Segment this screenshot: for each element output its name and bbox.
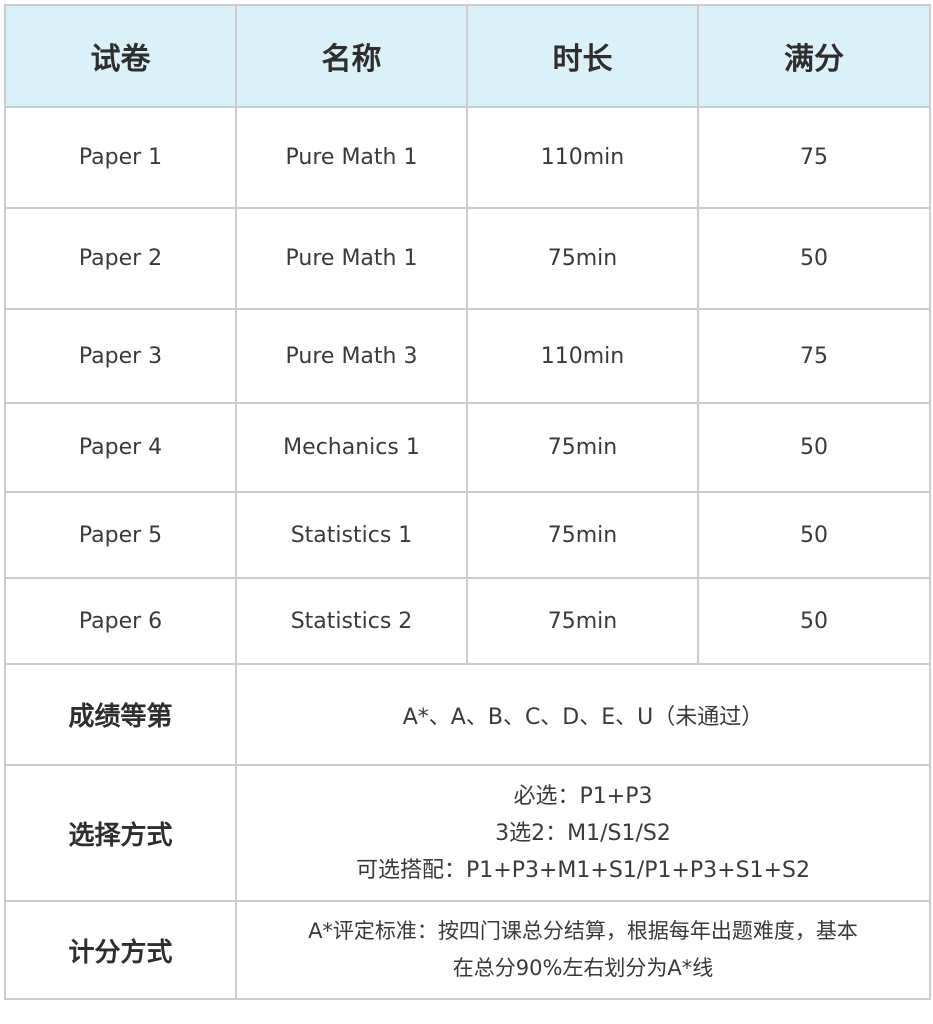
header-name: 名称 (235, 4, 468, 108)
cell-duration: 75min (466, 207, 699, 310)
selection-value: 必选：P1+P3 3选2：M1/S1/S2 可选搭配：P1+P3+M1+S1/P… (235, 764, 931, 902)
table-row: Paper 5 Statistics 1 75min 50 (4, 491, 931, 579)
scoring-line: A*评定标准：按四门课总分结算，根据每年出题难度，基本 (308, 919, 858, 943)
cell-score: 50 (697, 402, 931, 493)
header-row: 试卷 名称 时长 满分 (4, 4, 931, 108)
selection-line: 可选搭配：P1+P3+M1+S1/P1+P3+S1+S2 (356, 857, 810, 883)
selection-line: 必选：P1+P3 (513, 783, 653, 809)
cell-name: Mechanics 1 (235, 402, 468, 493)
cell-paper: Paper 4 (4, 402, 237, 493)
cell-name: Pure Math 1 (235, 207, 468, 310)
cell-duration: 110min (466, 106, 699, 209)
header-full-score: 满分 (697, 4, 931, 108)
cell-paper: Paper 2 (4, 207, 237, 310)
table-row: Paper 3 Pure Math 3 110min 75 (4, 308, 931, 404)
cell-name: Pure Math 3 (235, 308, 468, 404)
cell-score: 50 (697, 491, 931, 579)
table-row: Paper 2 Pure Math 1 75min 50 (4, 207, 931, 310)
cell-score: 75 (697, 106, 931, 209)
scoring-line: 在总分90%左右划分为A*线 (452, 956, 714, 980)
cell-paper: Paper 1 (4, 106, 237, 209)
scoring-row: 计分方式 A*评定标准：按四门课总分结算，根据每年出题难度，基本 在总分90%左… (4, 900, 931, 1000)
cell-duration: 110min (466, 308, 699, 404)
table-row: Paper 1 Pure Math 1 110min 75 (4, 106, 931, 209)
cell-name: Statistics 1 (235, 491, 468, 579)
exam-table: 试卷 名称 时长 满分 Paper 1 Pure Math 1 110min 7… (4, 4, 931, 1000)
cell-duration: 75min (466, 577, 699, 665)
grades-value: A*、A、B、C、D、E、U（未通过） (235, 663, 931, 766)
cell-duration: 75min (466, 491, 699, 579)
cell-score: 50 (697, 577, 931, 665)
table-row: Paper 4 Mechanics 1 75min 50 (4, 402, 931, 493)
header-duration: 时长 (466, 4, 699, 108)
cell-paper: Paper 5 (4, 491, 237, 579)
cell-paper: Paper 3 (4, 308, 237, 404)
cell-score: 75 (697, 308, 931, 404)
cell-duration: 75min (466, 402, 699, 493)
selection-row: 选择方式 必选：P1+P3 3选2：M1/S1/S2 可选搭配：P1+P3+M1… (4, 764, 931, 902)
cell-score: 50 (697, 207, 931, 310)
cell-paper: Paper 6 (4, 577, 237, 665)
selection-line: 3选2：M1/S1/S2 (495, 820, 671, 846)
grades-row: 成绩等第 A*、A、B、C、D、E、U（未通过） (4, 663, 931, 766)
selection-label: 选择方式 (4, 764, 237, 902)
grades-label: 成绩等第 (4, 663, 237, 766)
cell-name: Pure Math 1 (235, 106, 468, 209)
header-paper: 试卷 (4, 4, 237, 108)
scoring-value: A*评定标准：按四门课总分结算，根据每年出题难度，基本 在总分90%左右划分为A… (235, 900, 931, 1000)
scoring-label: 计分方式 (4, 900, 237, 1000)
cell-name: Statistics 2 (235, 577, 468, 665)
table-row: Paper 6 Statistics 2 75min 50 (4, 577, 931, 665)
